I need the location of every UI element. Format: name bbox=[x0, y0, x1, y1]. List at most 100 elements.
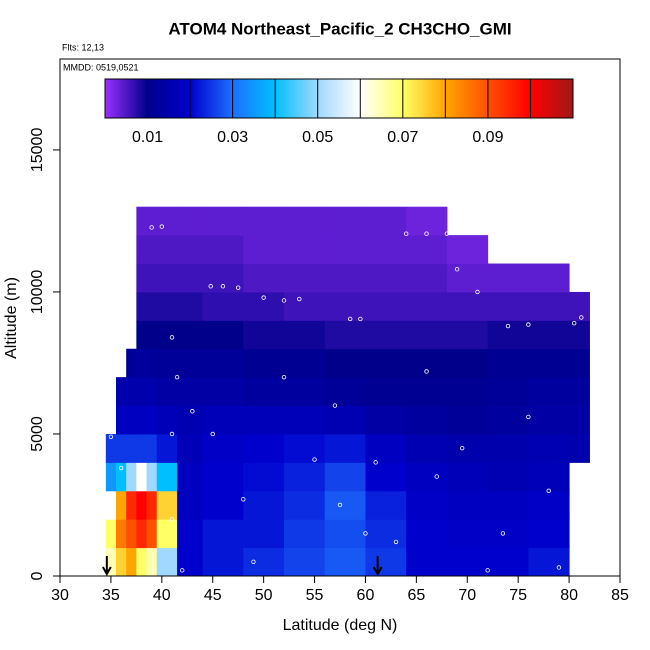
cell bbox=[528, 348, 570, 378]
x-tick-label: 55 bbox=[306, 587, 324, 604]
cell bbox=[136, 235, 148, 265]
cell bbox=[284, 320, 326, 350]
cell bbox=[365, 490, 407, 520]
cell bbox=[177, 462, 204, 492]
cell bbox=[284, 263, 326, 293]
x-tick-label: 75 bbox=[509, 587, 527, 604]
chart-title: ATOM4 Northeast_Pacific_2 CH3CHO_GMI bbox=[168, 19, 511, 38]
cell bbox=[243, 206, 285, 236]
y-tick-label: 5000 bbox=[29, 416, 46, 452]
track-point bbox=[434, 474, 439, 479]
track-point bbox=[475, 289, 480, 295]
cell bbox=[324, 263, 366, 293]
cell bbox=[243, 405, 285, 435]
track-point bbox=[190, 409, 195, 414]
annotation: MMDD: 0519,0521 bbox=[63, 62, 139, 72]
x-tick-label: 85 bbox=[611, 587, 629, 604]
track-point bbox=[174, 374, 180, 380]
cell bbox=[126, 462, 137, 492]
cell bbox=[126, 519, 137, 549]
cell bbox=[156, 490, 178, 520]
cell bbox=[146, 235, 158, 265]
cell bbox=[156, 462, 178, 492]
track-point bbox=[208, 284, 213, 289]
cell bbox=[136, 462, 148, 492]
cell bbox=[365, 462, 407, 492]
cell bbox=[177, 206, 204, 236]
cell bbox=[156, 348, 178, 378]
track-point bbox=[149, 225, 154, 230]
cell bbox=[446, 547, 489, 577]
cell bbox=[365, 348, 407, 378]
cell bbox=[487, 490, 529, 520]
cell bbox=[136, 519, 148, 549]
track-point bbox=[241, 497, 246, 502]
cell bbox=[446, 462, 489, 492]
cell bbox=[324, 547, 366, 577]
cell bbox=[284, 490, 326, 520]
cell bbox=[105, 433, 117, 463]
cell bbox=[177, 348, 204, 378]
cell bbox=[136, 206, 148, 236]
x-tick-label: 60 bbox=[357, 587, 375, 604]
y-tick-label: 10000 bbox=[29, 270, 46, 315]
cell bbox=[146, 291, 158, 321]
cell bbox=[487, 462, 529, 492]
cell bbox=[284, 405, 326, 435]
cell bbox=[202, 462, 244, 492]
cell bbox=[406, 291, 448, 321]
cell bbox=[324, 433, 366, 463]
cell bbox=[202, 433, 244, 463]
track-point bbox=[358, 316, 363, 322]
cell bbox=[324, 235, 366, 265]
cell bbox=[177, 490, 204, 520]
cell bbox=[528, 405, 570, 435]
cell bbox=[406, 348, 448, 378]
cell bbox=[324, 519, 366, 549]
cell bbox=[177, 235, 204, 265]
colorbar-tick-label: 0.03 bbox=[217, 129, 248, 146]
cell bbox=[126, 405, 137, 435]
cell bbox=[406, 405, 448, 435]
x-tick-label: 30 bbox=[51, 587, 69, 604]
cell bbox=[446, 519, 489, 549]
cell bbox=[243, 348, 285, 378]
cell bbox=[202, 377, 244, 407]
cell bbox=[365, 519, 407, 549]
cell bbox=[177, 405, 204, 435]
plot-frame bbox=[59, 58, 621, 577]
y-tick-label: 0 bbox=[29, 571, 46, 580]
cell bbox=[116, 462, 127, 492]
cell bbox=[528, 519, 570, 549]
cell bbox=[406, 320, 448, 350]
cell bbox=[324, 206, 366, 236]
cell bbox=[406, 490, 448, 520]
cell bbox=[284, 547, 326, 577]
cell bbox=[365, 291, 407, 321]
cell bbox=[243, 433, 285, 463]
track-point bbox=[108, 434, 114, 440]
cell bbox=[105, 462, 117, 492]
arrow bbox=[101, 556, 112, 577]
cell bbox=[202, 235, 244, 265]
cell bbox=[146, 490, 158, 520]
cell bbox=[569, 405, 590, 435]
cell bbox=[324, 320, 366, 350]
cell bbox=[243, 377, 285, 407]
cell bbox=[202, 405, 244, 435]
y-axis-label: Altitude (m) bbox=[3, 277, 20, 359]
cell bbox=[202, 519, 244, 549]
cell bbox=[446, 377, 489, 407]
cell bbox=[284, 433, 326, 463]
track-point bbox=[393, 539, 399, 545]
cell bbox=[528, 377, 570, 407]
cell bbox=[365, 235, 407, 265]
y-tick-label: 15000 bbox=[29, 128, 46, 173]
cell bbox=[528, 547, 570, 577]
cell bbox=[569, 320, 590, 350]
cell bbox=[446, 263, 489, 293]
track-point bbox=[297, 296, 302, 302]
cell bbox=[284, 348, 326, 378]
cell bbox=[406, 263, 448, 293]
cell bbox=[136, 348, 148, 378]
